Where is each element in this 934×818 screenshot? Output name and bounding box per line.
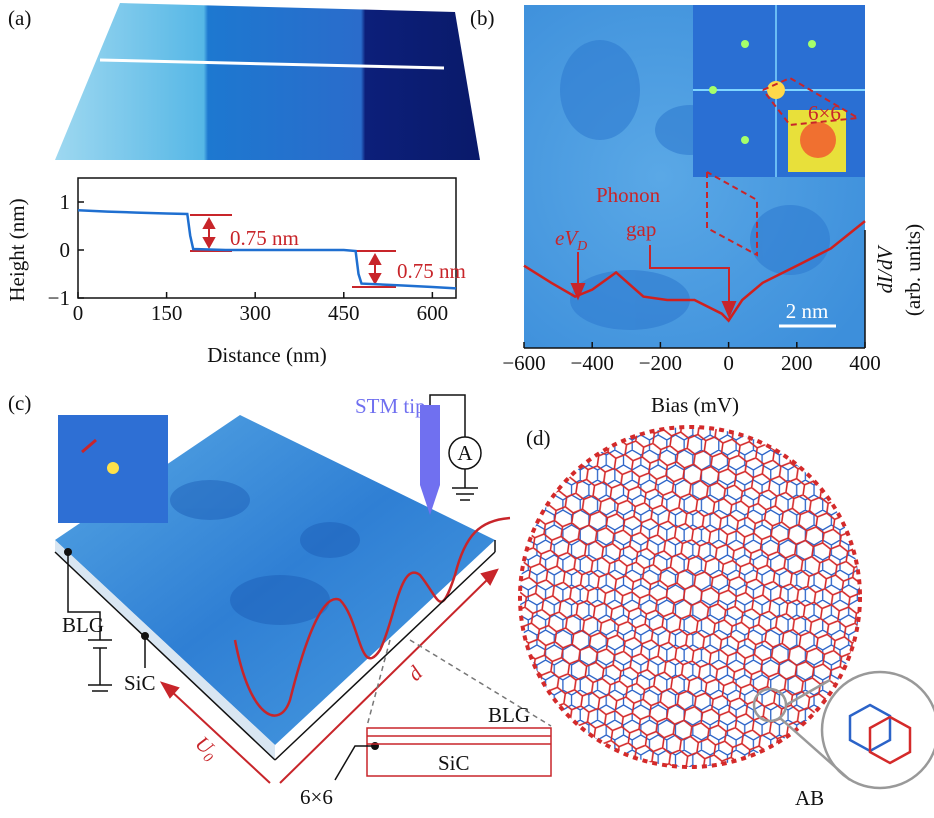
moire-lattice bbox=[520, 427, 860, 767]
surface-spots bbox=[170, 480, 360, 625]
y-tick-label: 0 bbox=[60, 238, 71, 262]
zoom-outline bbox=[762, 76, 862, 127]
ab-inset bbox=[752, 670, 934, 790]
interface-label: 6×6 bbox=[300, 785, 333, 809]
axes-frame bbox=[77, 177, 457, 299]
x-tick-label: 150 bbox=[151, 301, 183, 325]
data-line bbox=[523, 220, 866, 323]
y-axis-label: (arb. units) bbox=[901, 224, 925, 316]
x-tick-label: 450 bbox=[328, 301, 360, 325]
stack bbox=[334, 727, 552, 781]
x-tick-label: 0 bbox=[73, 301, 84, 325]
cell-outline bbox=[706, 171, 758, 257]
x-tick-label: −600 bbox=[502, 351, 545, 375]
x-tick-label: −200 bbox=[639, 351, 682, 375]
y-axis-label: dI/dV bbox=[873, 245, 897, 294]
panel-label: (d) bbox=[526, 426, 551, 450]
circuit bbox=[54, 394, 496, 761]
scale-bar-label: 2 nm bbox=[786, 299, 829, 323]
lattice-edge bbox=[518, 425, 862, 769]
stm-image bbox=[55, 3, 480, 160]
stacking-label: AB bbox=[795, 786, 824, 810]
tip-label: STM tip bbox=[355, 394, 426, 418]
x-axis-label: Bias (mV) bbox=[651, 393, 739, 417]
x-axis-label: Distance (nm) bbox=[207, 343, 327, 367]
x-tick-label: 0 bbox=[723, 351, 734, 375]
x-tick-label: 200 bbox=[781, 351, 813, 375]
step-markers bbox=[190, 214, 396, 288]
wave bbox=[233, 516, 511, 717]
scan-line bbox=[99, 58, 445, 70]
y-axis-label: Height (nm) bbox=[5, 198, 29, 301]
potential-label: U0 bbox=[189, 731, 224, 766]
annotation: D bbox=[576, 239, 587, 254]
panel-label: (b) bbox=[470, 6, 495, 30]
blg-label: BLG bbox=[62, 613, 104, 637]
arrows bbox=[570, 245, 737, 319]
zoom-lines bbox=[366, 639, 552, 727]
x-tick-label: 400 bbox=[849, 351, 881, 375]
panel-label: (c) bbox=[8, 391, 31, 415]
fft-spots bbox=[693, 5, 865, 177]
x-tick-label: 300 bbox=[239, 301, 271, 325]
annotation: 0.75 nm bbox=[397, 259, 466, 283]
distance-label: d bbox=[403, 661, 428, 686]
fft-spot bbox=[107, 462, 119, 474]
x-tick-label: 600 bbox=[417, 301, 449, 325]
annotation: 0.75 nm bbox=[230, 226, 299, 250]
annotation: eVD bbox=[555, 226, 587, 254]
data-line bbox=[77, 208, 457, 290]
annotation: 6×6 bbox=[808, 101, 841, 125]
stack-label: BLG bbox=[488, 703, 530, 727]
surface-edge bbox=[55, 540, 275, 760]
annotation: gap bbox=[626, 217, 656, 241]
arrow bbox=[81, 438, 97, 454]
dimension-arrows bbox=[159, 568, 499, 784]
sic-label: SiC bbox=[124, 671, 156, 695]
annotation: Phonon bbox=[596, 183, 661, 207]
y-tick-label: 1 bbox=[60, 190, 71, 214]
stack-label: SiC bbox=[438, 751, 470, 775]
annotation: eV bbox=[555, 226, 579, 250]
y-tick-label: −1 bbox=[48, 286, 70, 310]
x-tick-label: −400 bbox=[571, 351, 614, 375]
panel-label: (a) bbox=[8, 6, 31, 30]
meter-label: A bbox=[457, 441, 473, 465]
